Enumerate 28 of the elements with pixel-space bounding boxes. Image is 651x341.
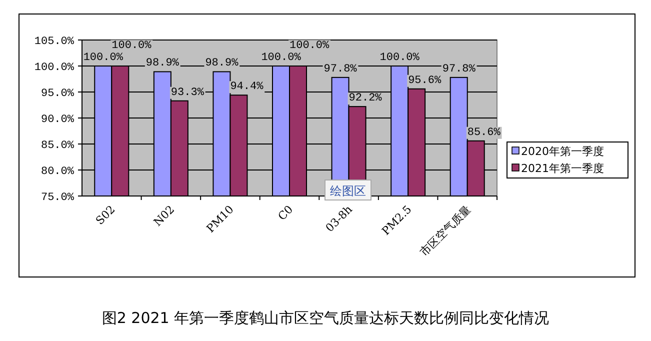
data-label: 98.9% — [146, 58, 180, 70]
data-label: 94.4% — [230, 81, 264, 94]
data-label: 93.3% — [170, 86, 204, 99]
data-label: 97.8% — [324, 63, 358, 76]
x-tick-label: C0 — [276, 202, 296, 224]
y-tick-label: 80.0% — [40, 166, 74, 178]
y-tick-label: 75.0% — [40, 192, 74, 204]
y-tick-label: 85.0% — [40, 140, 74, 152]
data-label: 85.6% — [467, 126, 501, 139]
data-label: 100.0% — [290, 40, 330, 52]
data-label: 100.0% — [83, 52, 124, 64]
data-label: 100.0% — [380, 52, 420, 64]
legend-label: 2021年第一季度 — [521, 162, 604, 175]
data-label: 95.6% — [408, 74, 442, 87]
x-tick-label: S02 — [93, 202, 118, 228]
data-label: 92.2% — [348, 92, 382, 105]
data-label: 100.0% — [112, 40, 152, 52]
y-tick-label: 95.0% — [40, 88, 74, 100]
y-tick-label: 90.0% — [40, 114, 74, 126]
legend-label: 2020年第一季度 — [521, 145, 604, 158]
data-label: 98.9% — [205, 58, 239, 70]
data-label: 100.0% — [261, 52, 302, 64]
data-label: 97.8% — [442, 63, 476, 76]
y-tick-label: 105.0% — [34, 36, 74, 48]
annotation: 绘图区 — [330, 184, 366, 198]
y-tick-label: 100.0% — [34, 62, 74, 74]
x-tick-label: 市区空气质量 — [418, 202, 474, 259]
text: 图2 2021 年第一季度鹤山市区空气质量达标天数比例同比变化情况 — [102, 309, 550, 327]
